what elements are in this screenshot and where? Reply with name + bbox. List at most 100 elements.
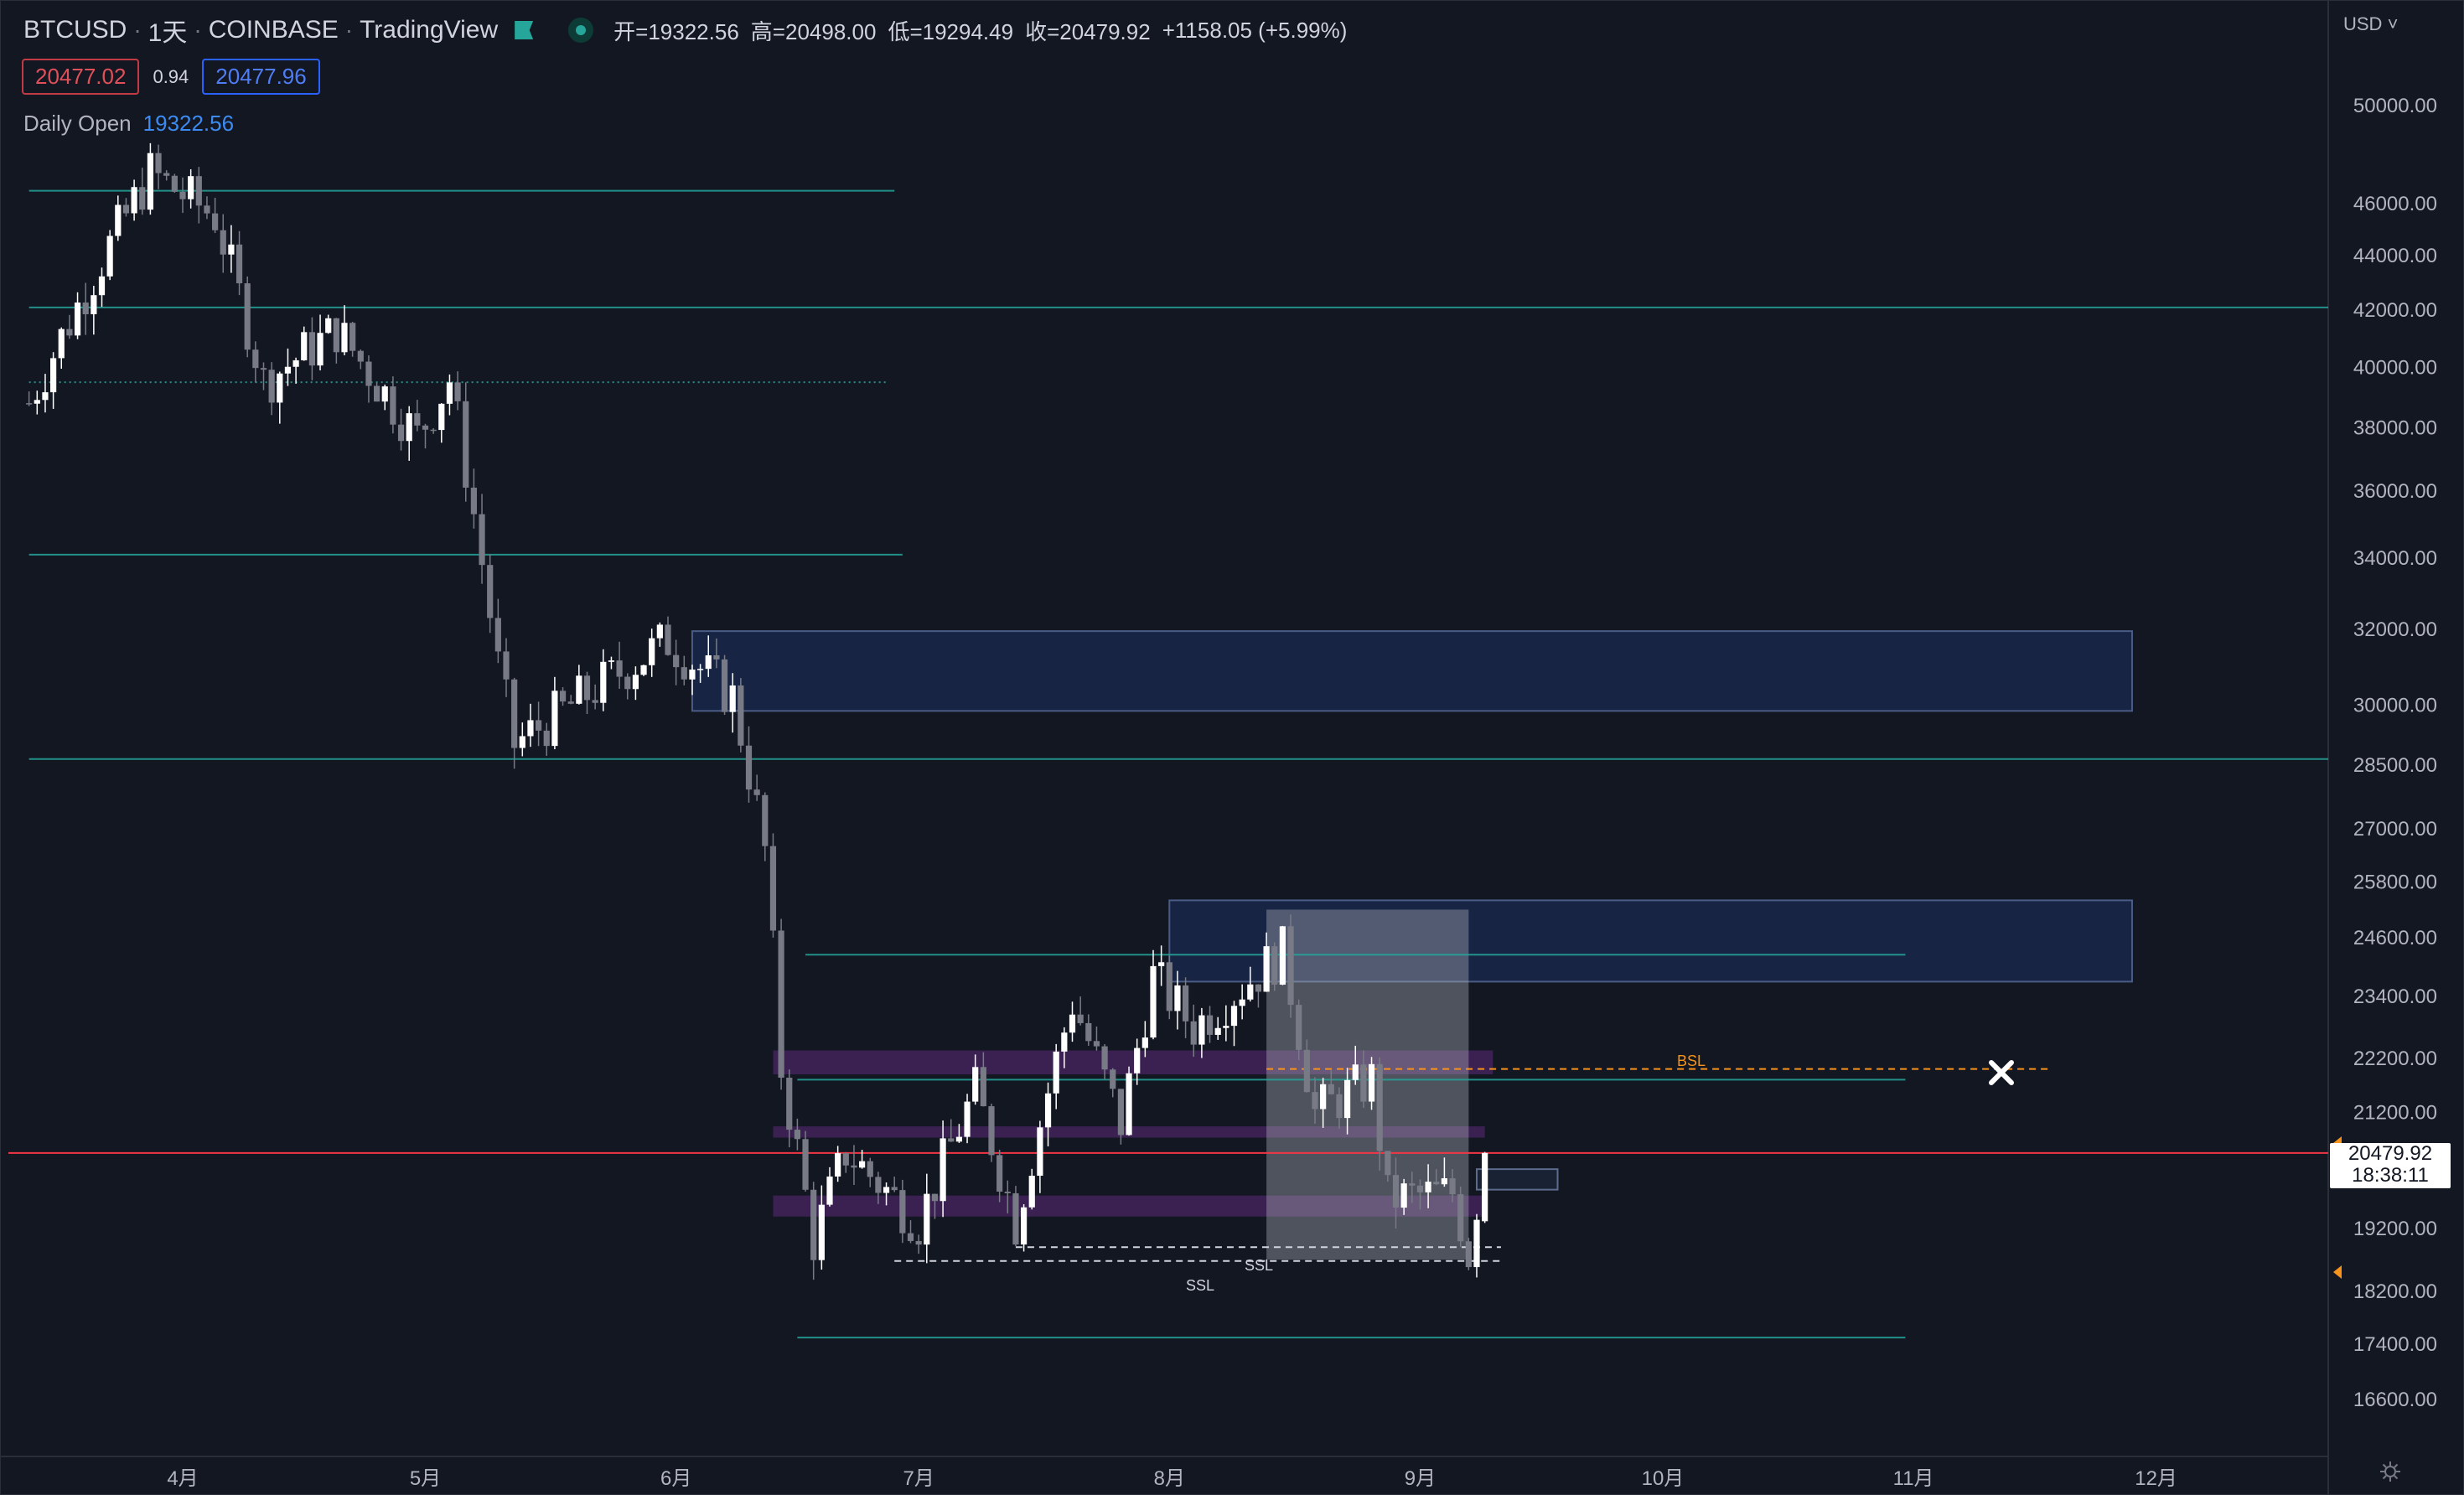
levels-layer xyxy=(8,189,2328,1339)
candle xyxy=(1158,962,1165,966)
candle xyxy=(1230,1006,1238,1027)
candle xyxy=(1141,1037,1148,1048)
time-tick-label: 9月 xyxy=(1405,1467,1436,1490)
candle xyxy=(713,654,720,660)
sell-price-button[interactable]: 20477.02 xyxy=(22,59,140,95)
candle xyxy=(494,618,501,652)
low-value: 低=19294.49 xyxy=(888,18,1014,44)
time-tick-label: 12月 xyxy=(2135,1467,2177,1490)
candle xyxy=(988,1106,995,1156)
candle xyxy=(122,204,130,214)
candle xyxy=(875,1177,882,1193)
time-tick-label: 11月 xyxy=(1893,1467,1934,1490)
price-tick-label: 38000.00 xyxy=(2353,416,2437,439)
buy-price-button[interactable]: 20477.96 xyxy=(202,59,320,95)
close-drawing-icon[interactable] xyxy=(1989,1060,2014,1085)
candle xyxy=(1400,1183,1407,1208)
candle xyxy=(786,1078,793,1130)
candle xyxy=(1433,1182,1440,1185)
candle xyxy=(1376,1063,1383,1151)
candle xyxy=(301,332,308,360)
candle xyxy=(131,187,137,214)
candle xyxy=(1303,1049,1310,1093)
candle xyxy=(171,175,178,192)
candle xyxy=(82,303,89,314)
symbol-name[interactable]: BTCUSD xyxy=(23,16,127,44)
time-tick-label: 7月 xyxy=(903,1467,934,1490)
candle xyxy=(567,701,574,704)
candle xyxy=(252,349,259,369)
flag-icon[interactable] xyxy=(515,21,534,39)
close-value: 收=20479.92 xyxy=(1025,18,1151,44)
candle xyxy=(454,382,461,401)
candle xyxy=(430,429,437,432)
candle xyxy=(1239,999,1245,1006)
time-tick-label: 8月 xyxy=(1154,1467,1185,1490)
candle xyxy=(1416,1185,1424,1192)
candle xyxy=(188,176,194,199)
candle xyxy=(818,1204,825,1260)
candle xyxy=(1328,1084,1334,1094)
price-tick-label: 46000.00 xyxy=(2353,193,2437,215)
candle xyxy=(948,1138,955,1142)
price-tick-label: 22200.00 xyxy=(2353,1048,2437,1070)
interval-label[interactable]: 1天 xyxy=(148,19,188,47)
candle xyxy=(115,204,122,236)
price-tick-label: 18200.00 xyxy=(2353,1280,2437,1303)
price-tick-label: 19200.00 xyxy=(2353,1218,2437,1240)
candle xyxy=(1214,1027,1221,1035)
candle xyxy=(228,244,235,255)
target-zone-6 xyxy=(1476,1168,1559,1191)
candle xyxy=(204,205,210,214)
time-axis[interactable]: 4月 5月 6月 7月 8月 9月 10月 11月 12月 xyxy=(167,1467,2177,1490)
candle xyxy=(632,675,639,690)
candle xyxy=(1320,1084,1327,1110)
candle xyxy=(1473,1219,1480,1268)
bsl-label: BSL xyxy=(1677,1053,1706,1069)
candles-layer xyxy=(26,142,1488,1280)
candle xyxy=(762,794,769,846)
candle xyxy=(899,1190,906,1234)
candle xyxy=(600,661,607,703)
candle xyxy=(842,1153,849,1166)
alert-marker-lower-icon[interactable] xyxy=(2333,1265,2342,1279)
price-axis[interactable]: 50000.00 46000.00 44000.00 42000.00 40000.00… xyxy=(2353,95,2437,1411)
candle xyxy=(1117,1089,1124,1135)
price-tick-label: 27000.00 xyxy=(2353,818,2437,841)
candle xyxy=(907,1233,914,1241)
candle xyxy=(745,745,753,790)
candle xyxy=(1166,962,1172,1011)
candle xyxy=(179,191,186,199)
price-tick-label: 42000.00 xyxy=(2353,299,2437,322)
candle xyxy=(438,403,445,431)
candle xyxy=(1385,1151,1391,1176)
candle xyxy=(1093,1041,1100,1047)
candle xyxy=(333,318,339,353)
chevron-down-icon: ˅ xyxy=(2382,13,2399,34)
candle xyxy=(924,1193,930,1245)
indicator-legend[interactable]: Daily Open 19322.56 xyxy=(23,111,234,137)
candle xyxy=(697,669,704,670)
candle xyxy=(42,392,49,401)
candle xyxy=(1482,1152,1488,1222)
candle xyxy=(1134,1048,1141,1073)
candle xyxy=(1287,926,1294,1006)
candle xyxy=(1279,926,1286,985)
candle xyxy=(859,1161,866,1168)
candle xyxy=(778,930,784,1079)
currency-selector[interactable]: USD ˅ xyxy=(2343,13,2398,35)
candle xyxy=(325,318,332,334)
candle xyxy=(195,176,202,206)
candle xyxy=(163,173,170,176)
candle xyxy=(155,153,162,173)
candle xyxy=(349,323,356,351)
market-status-icon[interactable] xyxy=(568,18,594,43)
candle xyxy=(1053,1051,1059,1094)
candle xyxy=(1069,1014,1076,1033)
candle xyxy=(1223,1026,1229,1028)
candle xyxy=(665,624,671,655)
candle xyxy=(463,401,469,488)
candle xyxy=(1457,1194,1464,1242)
settings-icon[interactable] xyxy=(2379,1460,2402,1483)
